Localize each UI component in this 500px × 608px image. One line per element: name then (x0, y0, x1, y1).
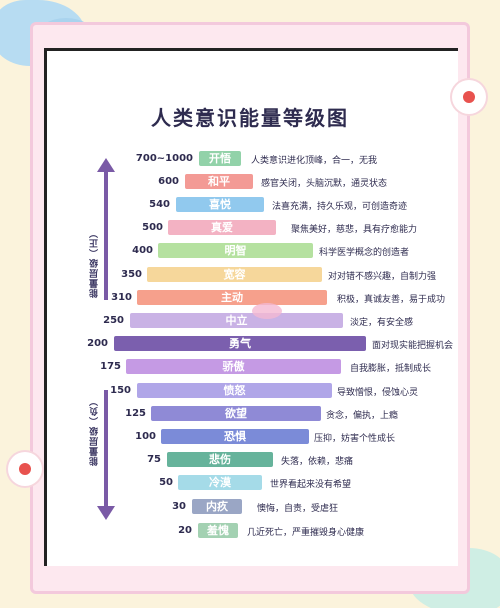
level-value: 700~1000 (135, 153, 193, 164)
level-value: 250 (103, 315, 124, 326)
flower-icon (8, 452, 42, 486)
level-bar: 悲伤 (167, 452, 273, 467)
level-description: 感官关闭，头脑沉默，通灵状态 (261, 179, 388, 189)
level-bar: 愤怒 (137, 383, 332, 398)
level-bar: 恐惧 (161, 429, 309, 444)
level-bar: 和平 (185, 174, 253, 189)
level-description: 积极，真诚友善，易于成功 (337, 295, 446, 305)
level-value: 310 (111, 292, 132, 303)
level-description: 几近死亡，严重摧毁身心健康 (247, 528, 365, 538)
level-description: 失落，依赖，悲痛 (281, 457, 354, 467)
level-value: 400 (132, 245, 153, 256)
level-bar: 勇气 (114, 336, 366, 351)
level-row: 175 骄傲 自我膨胀，抵制成长 (0, 356, 500, 378)
level-row: 30 内疚 懊悔，自责，受虐狂 (0, 496, 500, 518)
level-bar: 宽容 (147, 267, 322, 282)
level-description: 淡定，有安全感 (350, 318, 414, 328)
level-bar: 中立 (130, 313, 343, 328)
level-row: 600 和平 感官关闭，头脑沉默，通灵状态 (0, 171, 500, 193)
page-title: 人类意识能量等级图 (151, 106, 349, 130)
level-value: 50 (159, 477, 173, 488)
level-description: 面对现实能把握机会 (372, 341, 454, 351)
level-description: 世界看起来没有希望 (270, 480, 352, 490)
level-value: 75 (147, 454, 161, 465)
level-value: 175 (100, 361, 121, 372)
level-row: 540 喜悦 法喜充满，持久乐观，可创造奇迹 (0, 194, 500, 216)
level-row: 250 中立 淡定，有安全感 (0, 310, 500, 332)
level-bar: 欲望 (151, 406, 321, 421)
level-value: 20 (178, 525, 192, 536)
level-bar: 明智 (158, 243, 313, 258)
level-bar: 真爱 (168, 220, 276, 235)
level-row: 200 勇气 面对现实能把握机会 (0, 333, 500, 355)
level-description: 导致憎恨，侵蚀心灵 (337, 388, 419, 398)
level-row: 150 愤怒 导致憎恨，侵蚀心灵 (0, 380, 500, 402)
level-description: 压抑，妨害个性成长 (314, 434, 396, 444)
level-value: 500 (142, 222, 163, 233)
level-value: 150 (110, 385, 131, 396)
level-value: 540 (149, 199, 170, 210)
level-row: 500 真爱 聚焦美好，慈悲，具有疗愈能力 (0, 217, 500, 239)
arrow-up-icon (97, 158, 115, 172)
level-description: 法喜充满，持久乐观，可创造奇迹 (272, 202, 408, 212)
level-value: 30 (172, 501, 186, 512)
level-row: 400 明智 科学医学概念的创造者 (0, 240, 500, 262)
level-value: 125 (125, 408, 146, 419)
level-bar: 内疚 (192, 499, 242, 514)
level-value: 350 (121, 269, 142, 280)
level-bar: 骄傲 (126, 359, 341, 374)
flower-icon (452, 80, 486, 114)
level-row: 700~1000 开悟 人类意识进化顶峰，合一，无我 (0, 148, 500, 170)
level-row: 310 主动 积极，真诚友善，易于成功 (0, 287, 500, 309)
level-description: 对对错不感兴趣，自制力强 (328, 272, 437, 282)
arrow-down-icon (97, 506, 115, 520)
level-row: 100 恐惧 压抑，妨害个性成长 (0, 426, 500, 448)
level-description: 科学医学概念的创造者 (319, 248, 410, 258)
level-description: 自我膨胀，抵制成长 (350, 364, 432, 374)
level-value: 100 (135, 431, 156, 442)
level-description: 聚焦美好，慈悲，具有疗愈能力 (291, 225, 418, 235)
level-description: 人类意识进化顶峰，合一，无我 (251, 156, 378, 166)
level-row: 20 羞愧 几近死亡，严重摧毁身心健康 (0, 520, 500, 542)
level-bar: 开悟 (199, 151, 241, 166)
level-value: 600 (158, 176, 179, 187)
arrow-shaft (104, 170, 108, 300)
level-bar: 主动 (137, 290, 327, 305)
level-row: 350 宽容 对对错不感兴趣，自制力强 (0, 264, 500, 286)
level-description: 懊悔，自责，受虐狂 (257, 504, 339, 514)
level-bar: 羞愧 (198, 523, 238, 538)
level-description: 贪念，偏执，上瘾 (326, 411, 399, 421)
level-row: 125 欲望 贪念，偏执，上瘾 (0, 403, 500, 425)
level-bar: 冷漠 (178, 475, 262, 490)
arrow-shaft (104, 390, 108, 510)
blur-mark (252, 303, 282, 319)
level-bar: 喜悦 (176, 197, 264, 212)
level-value: 200 (87, 338, 108, 349)
level-row: 75 悲伤 失落，依赖，悲痛 (0, 449, 500, 471)
level-row: 50 冷漠 世界看起来没有希望 (0, 472, 500, 494)
